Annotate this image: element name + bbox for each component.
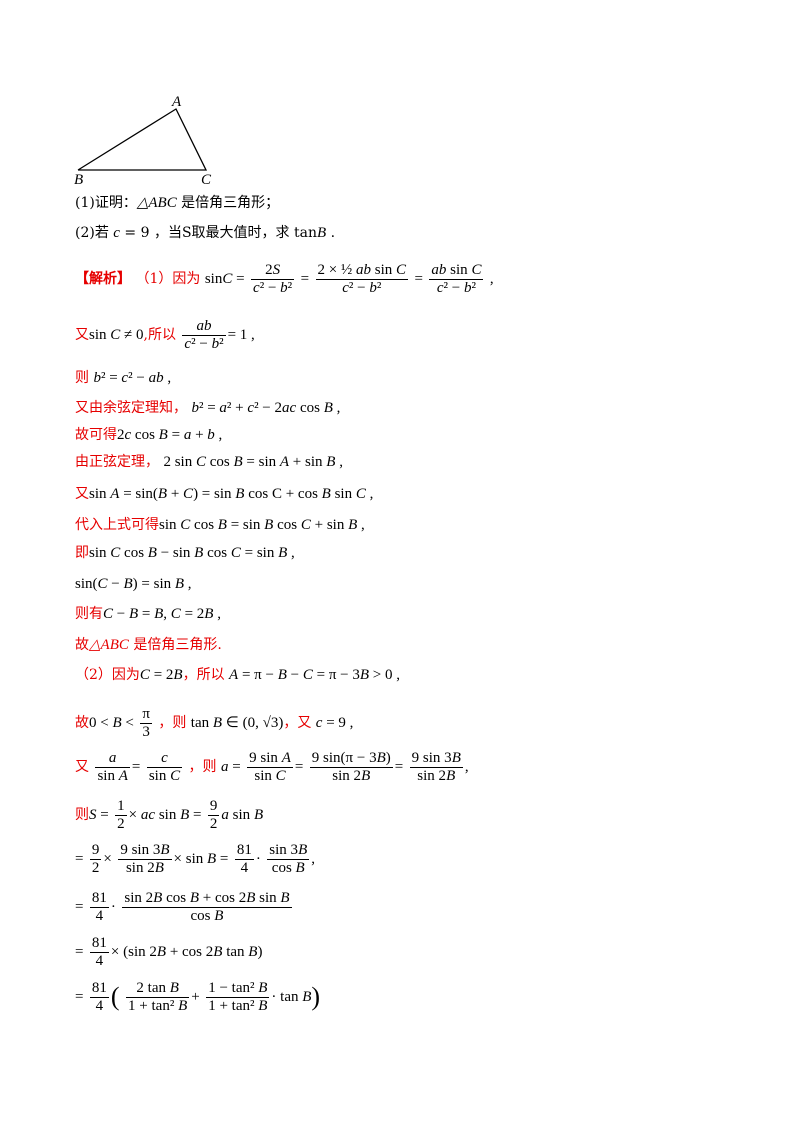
solution-line-9: 即sin C cos B − sin B cos C = sin B ,: [75, 545, 295, 561]
vertex-label-c: C: [201, 172, 212, 188]
solution-tag: 【解析】: [75, 271, 131, 287]
triangle-edges: [77, 108, 208, 171]
solution-part1: 【解析】 （1）因为 sinC = 2S c² − b² = 2 × ½ ab s…: [75, 262, 494, 296]
p2d-prefix: 则: [75, 807, 89, 823]
solution-line-3: 则 b² = c² − ab ,: [75, 370, 172, 386]
solution-line-4: 又由余弦定理知， b² = a² + c² − 2ac cos B ,: [75, 400, 341, 416]
question-1: (1)证明：△ABC 是倍角三角形；: [75, 195, 280, 211]
solution-part2-line-5: = 9 2 × 9 sin 3B sin 2B × sin B = 81 4 · sin 3…: [75, 842, 315, 876]
solution-line-11: 则有C − B = B, C = 2B ,: [75, 606, 221, 622]
solution-line-5: 故可得2c cos B = a + b ,: [75, 427, 223, 443]
l2-mid: ,所以: [143, 327, 176, 343]
solution-line-8: 代入上式可得sin C cos B = sin B cos C + sin B …: [75, 517, 365, 533]
l8-prefix: 代入上式可得: [75, 517, 159, 533]
solution-part2-line-1: （2）因为C = 2B，所以 A = π − B − C = π − 3B > …: [75, 667, 400, 683]
l9-prefix: 即: [75, 545, 89, 561]
question-2: (2)若 c = 9 ，当S取最大值时，求 tanB .: [75, 225, 336, 241]
solution-line-12: 故△ABC 是倍角三角形.: [75, 637, 222, 653]
l3-prefix: 则: [75, 370, 89, 386]
solution-part2-line-7: = 81 4 × (sin 2B + cos 2B tan B): [75, 935, 263, 969]
l6-prefix: 由正弦定理，: [75, 454, 159, 470]
l2-prefix: 又: [75, 327, 89, 343]
triangle-figure: [77, 108, 208, 171]
l11-prefix: 则有: [75, 606, 103, 622]
solution-line-2: 又sin C ≠ 0,所以 ab c² − b² = 1 ,: [75, 318, 255, 352]
p2b-prefix: 故: [75, 715, 89, 731]
p2c-mid: ，则: [188, 759, 217, 775]
p2c-prefix: 又: [75, 759, 89, 775]
vertex-label-b: B: [74, 172, 84, 188]
l5-prefix: 故可得: [75, 427, 117, 443]
p2b-mid2: ，又: [283, 715, 312, 731]
p2b-mid: ，则: [158, 715, 187, 731]
vertex-label-a: A: [172, 94, 182, 110]
solution-line-6: 由正弦定理， 2 sin C cos B = sin A + sin B ,: [75, 454, 343, 470]
solution-line-10: sin(C − B) = sin B ,: [75, 576, 192, 592]
l7-prefix: 又: [75, 486, 89, 502]
p2-mid: ，所以: [182, 667, 225, 683]
solution-line-7: 又sin A = sin(B + C) = sin B cos C + cos …: [75, 486, 374, 502]
l4-prefix: 又由余弦定理知，: [75, 400, 187, 416]
part1-intro: （1）因为: [135, 271, 201, 287]
p2-intro: （2）因为: [75, 667, 140, 683]
